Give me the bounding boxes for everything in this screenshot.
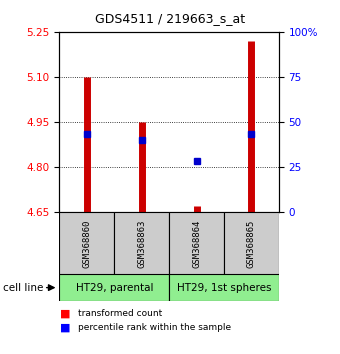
Text: GSM368864: GSM368864	[192, 219, 201, 268]
Bar	[224, 212, 279, 274]
Text: GSM368860: GSM368860	[82, 219, 91, 268]
Bar	[169, 274, 279, 301]
Text: percentile rank within the sample: percentile rank within the sample	[78, 323, 231, 332]
Text: HT29, parental: HT29, parental	[75, 282, 153, 293]
Text: ■: ■	[59, 322, 70, 332]
Text: cell line: cell line	[3, 282, 44, 293]
Bar	[59, 212, 114, 274]
Bar	[59, 274, 169, 301]
Bar	[114, 212, 169, 274]
Text: GSM368863: GSM368863	[137, 219, 146, 268]
Text: ■: ■	[59, 308, 70, 318]
Bar	[169, 212, 224, 274]
Text: HT29, 1st spheres: HT29, 1st spheres	[177, 282, 271, 293]
Text: GSM368865: GSM368865	[247, 219, 256, 268]
Text: GDS4511 / 219663_s_at: GDS4511 / 219663_s_at	[95, 12, 245, 25]
Text: transformed count: transformed count	[78, 309, 163, 318]
